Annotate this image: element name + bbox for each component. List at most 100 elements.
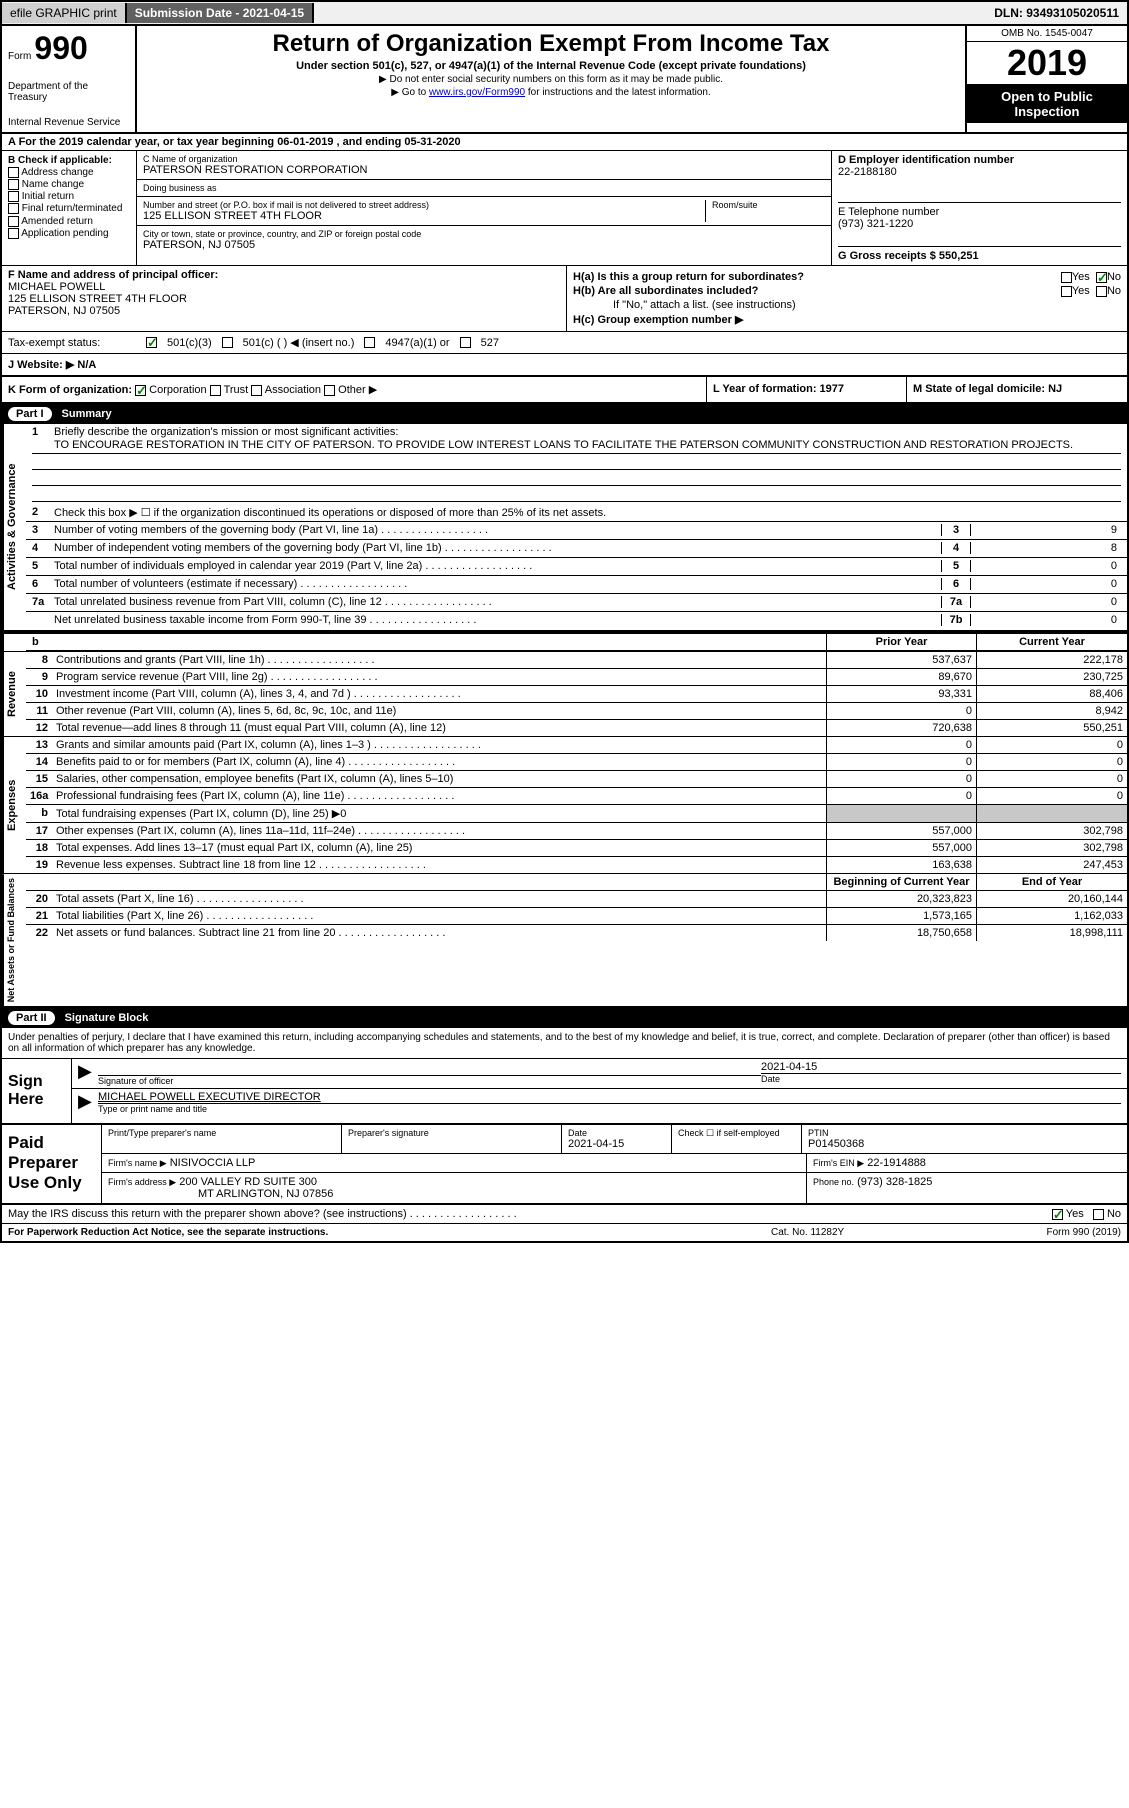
firm-name: NISIVOCCIA LLP [170,1157,256,1169]
discuss-text: May the IRS discuss this return with the… [8,1208,921,1220]
dln: DLN: 93493105020511 [986,3,1127,23]
instruction-2: ▶ Go to www.irs.gov/Form990 for instruct… [141,87,961,98]
officer-city: PATERSON, NJ 07505 [8,305,560,317]
hb-no-checkbox[interactable] [1096,286,1107,297]
tel-label: E Telephone number [838,206,1121,218]
footer-mid: Cat. No. 11282Y [771,1227,971,1238]
street-value: 125 ELLISON STREET 4TH FLOOR [143,210,705,222]
name-change-checkbox[interactable] [8,179,19,190]
ein-label: D Employer identification number [838,154,1014,166]
ein-block: D Employer identification number 22-2188… [832,151,1127,265]
line-3: Number of voting members of the governin… [54,524,941,536]
line-4-value: 8 [971,542,1121,554]
mission-text: TO ENCOURAGE RESTORATION IN THE CITY OF … [32,438,1121,454]
form-header: Form 990 Department of the Treasury Inte… [2,26,1127,134]
4947-checkbox[interactable] [364,337,375,348]
527-checkbox[interactable] [460,337,471,348]
part-2-header: Part II Signature Block [2,1008,1127,1028]
part-2-title: Signature Block [65,1012,149,1024]
revenue-header-row: b Prior Year Current Year [2,632,1127,652]
sig-date-label: Date [761,1073,1121,1084]
tax-exempt-row: Tax-exempt status: 501(c)(3) 501(c) ( ) … [2,332,1127,354]
city-label: City or town, state or province, country… [143,229,825,239]
part-1-label: Part I [8,407,52,421]
line-21: Total liabilities (Part X, line 26) [52,908,827,924]
ha-yes-checkbox[interactable] [1061,272,1072,283]
sig-officer-label: Signature of officer [98,1075,761,1086]
arrow-icon: ▶ [78,1061,98,1086]
discuss-no-checkbox[interactable] [1093,1209,1104,1220]
line-11: Other revenue (Part VIII, column (A), li… [52,703,827,719]
governance-section: Activities & Governance 1 Briefly descri… [2,424,1127,632]
form-org-row: K Form of organization: Corporation Trus… [2,377,1127,404]
ptin-value: P01450368 [808,1138,1121,1150]
assoc-checkbox[interactable] [251,385,262,396]
line-16b: Total fundraising expenses (Part IX, col… [52,805,827,822]
expenses-section: Expenses 13Grants and similar amounts pa… [2,737,1127,874]
discuss-row: May the IRS discuss this return with the… [2,1205,1127,1224]
section-bcd: B Check if applicable: Address change Na… [2,151,1127,266]
other-checkbox[interactable] [324,385,335,396]
initial-return-checkbox[interactable] [8,191,19,202]
website-row: J Website: ▶ N/A [2,354,1127,377]
501c3-checkbox[interactable] [146,337,157,348]
sig-name: MICHAEL POWELL EXECUTIVE DIRECTOR [98,1091,1121,1103]
line-12: Total revenue—add lines 8 through 11 (mu… [52,720,827,736]
org-name-label: C Name of organization [143,154,825,164]
dept-irs: Internal Revenue Service [8,117,129,128]
dba-label: Doing business as [143,183,825,193]
omb-number: OMB No. 1545-0047 [967,26,1127,42]
line-6-value: 0 [971,578,1121,590]
sign-here-row: Sign Here ▶ Signature of officer 2021-04… [2,1058,1127,1123]
part-1-title: Summary [62,408,112,420]
line-15: Salaries, other compensation, employee b… [52,771,827,787]
amended-return-checkbox[interactable] [8,216,19,227]
line-7b: Net unrelated business taxable income fr… [54,614,941,626]
discuss-yes-checkbox[interactable] [1052,1209,1063,1220]
irs-link[interactable]: www.irs.gov/Form990 [429,87,525,98]
ein-value: 22-2188180 [838,166,1121,178]
trust-checkbox[interactable] [210,385,221,396]
street-label: Number and street (or P.O. box if mail i… [143,200,705,210]
line-8: Contributions and grants (Part VIII, lin… [52,652,827,668]
line-20: Total assets (Part X, line 16) [52,891,827,907]
sign-here-label: Sign Here [2,1059,72,1123]
dept-treasury: Department of the Treasury [8,81,129,103]
submission-date: Submission Date - 2021-04-15 [127,3,314,23]
city-value: PATERSON, NJ 07505 [143,239,825,251]
efile-label: efile GRAPHIC print [2,3,127,23]
hb-yes-checkbox[interactable] [1061,286,1072,297]
line-10: Investment income (Part VIII, column (A)… [52,686,827,702]
net-assets-section: Net Assets or Fund Balances Beginning of… [2,874,1127,1008]
final-return-checkbox[interactable] [8,203,19,214]
top-bar: efile GRAPHIC print Submission Date - 20… [2,2,1127,26]
i-label: Tax-exempt status: [8,337,136,349]
preparer-row: Paid Preparer Use Only Print/Type prepar… [2,1123,1127,1205]
website-value: N/A [77,359,96,371]
governance-side-label: Activities & Governance [2,424,26,630]
revenue-section: Revenue 8Contributions and grants (Part … [2,652,1127,737]
line-14: Benefits paid to or for members (Part IX… [52,754,827,770]
ha-no-checkbox[interactable] [1096,272,1107,283]
corp-checkbox[interactable] [135,385,146,396]
part-2-label: Part II [8,1011,55,1025]
title-cell: Return of Organization Exempt From Incom… [137,26,967,132]
line-3-value: 9 [971,524,1121,536]
firm-phone: (973) 328-1825 [857,1176,932,1188]
instruction-1: ▶ Do not enter social security numbers o… [141,74,961,85]
form-number: 990 [34,30,87,66]
hc-line: H(c) Group exemption number ▶ [573,313,1121,326]
sig-type-label: Type or print name and title [98,1103,1121,1114]
footer-row: For Paperwork Reduction Act Notice, see … [2,1224,1127,1241]
501c-checkbox[interactable] [222,337,233,348]
period-row: A For the 2019 calendar year, or tax yea… [2,134,1127,151]
hb-note: If "No," attach a list. (see instruction… [573,299,1121,311]
firm-addr-1: 200 VALLEY RD SUITE 300 [179,1176,317,1188]
ha-line: H(a) Is this a group return for subordin… [573,271,1121,283]
addr-change-checkbox[interactable] [8,167,19,178]
line-22: Net assets or fund balances. Subtract li… [52,925,827,941]
room-label: Room/suite [712,200,825,210]
app-pending-checkbox[interactable] [8,228,19,239]
line-5: Total number of individuals employed in … [54,560,941,572]
form-word: Form [8,51,31,62]
